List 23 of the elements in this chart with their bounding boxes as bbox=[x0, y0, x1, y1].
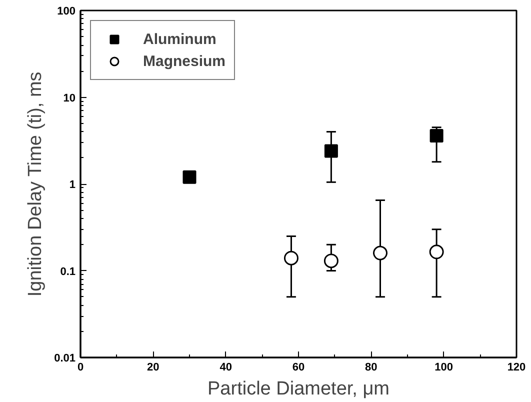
point bbox=[429, 244, 444, 260]
x-tick-label: 20 bbox=[147, 362, 160, 374]
legend-label: Aluminum bbox=[143, 30, 216, 48]
point bbox=[430, 128, 444, 142]
y-axis-title: Ignition Delay Time (ti), ms bbox=[25, 72, 46, 297]
x-tick-label: 120 bbox=[507, 362, 526, 374]
y-tick-label: 100 bbox=[57, 6, 76, 18]
y-tick-label: 1 bbox=[69, 179, 76, 191]
x-tick-label: 60 bbox=[292, 362, 305, 374]
point bbox=[182, 170, 196, 184]
point bbox=[284, 250, 298, 266]
y-tick-label: 0.01 bbox=[54, 352, 76, 364]
x-tick-label: 80 bbox=[365, 362, 378, 374]
point bbox=[324, 254, 338, 268]
point bbox=[324, 144, 338, 158]
x-axis-title: Particle Diameter, μm bbox=[208, 378, 390, 400]
x-tick-label: 100 bbox=[434, 362, 454, 374]
y-tick-label: 10 bbox=[63, 92, 76, 104]
x-tick-label: 40 bbox=[220, 362, 232, 374]
point bbox=[373, 246, 388, 260]
legend-label: Magnesium bbox=[143, 52, 226, 70]
x-tick-label: 0 bbox=[77, 362, 84, 374]
y-tick-label: 0.1 bbox=[60, 266, 76, 278]
